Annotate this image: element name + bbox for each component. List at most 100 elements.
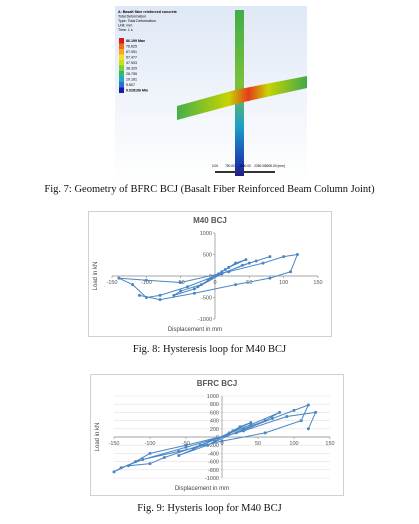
- data-point: [220, 439, 224, 443]
- legend-swatch: [119, 38, 124, 44]
- x-tick-label: 0: [213, 280, 216, 286]
- y-tick-label: -500: [201, 296, 212, 302]
- figure-7-image: A: Basalt fiber reinforced concreteTotal…: [115, 6, 307, 182]
- legend-label: 0.028196 Min: [126, 89, 148, 93]
- data-point: [263, 419, 267, 423]
- data-point: [112, 470, 116, 474]
- data-point: [278, 410, 282, 414]
- x-tick-label: 100: [289, 441, 298, 447]
- legend-swatch: [119, 82, 124, 88]
- legend-swatch: [119, 54, 124, 60]
- data-point: [306, 403, 310, 407]
- data-point: [134, 460, 138, 464]
- scale-bar: [215, 171, 275, 173]
- data-point: [213, 274, 217, 278]
- y-axis-label: Load in kN: [95, 423, 101, 452]
- data-point: [172, 293, 176, 297]
- data-point: [179, 280, 183, 284]
- data-point: [117, 276, 121, 280]
- data-point: [234, 283, 238, 287]
- data-point: [238, 425, 242, 429]
- data-point: [247, 261, 251, 265]
- x-tick-label: -150: [106, 280, 117, 286]
- data-point: [292, 408, 296, 412]
- caption: Fig. 8: Hysteresis loop for M40 BCJ: [132, 344, 287, 355]
- data-point: [186, 285, 190, 289]
- y-tick-label: 1000: [200, 231, 212, 237]
- x-tick-label: 150: [313, 280, 322, 286]
- y-tick-label: 600: [210, 410, 219, 416]
- y-tick-label: 800: [210, 402, 219, 408]
- legend-swatch: [119, 71, 124, 77]
- x-tick-label: 150: [325, 441, 334, 447]
- data-point: [144, 278, 148, 282]
- legend-swatch: [119, 60, 124, 66]
- data-point: [177, 449, 181, 453]
- data-point: [270, 417, 274, 421]
- legend-swatch: [119, 76, 124, 82]
- x-tick-label: -100: [144, 441, 155, 447]
- legend-swatch: [119, 49, 124, 55]
- data-point: [314, 410, 318, 414]
- data-point: [263, 431, 267, 435]
- x-tick-label: 100: [279, 280, 288, 286]
- x-tick-label: 50: [246, 280, 252, 286]
- data-point: [162, 456, 166, 459]
- data-point: [148, 451, 152, 455]
- y-tick-label: 0: [209, 274, 212, 280]
- x-tick-label: 0: [220, 441, 223, 447]
- data-point: [220, 270, 224, 274]
- data-point: [137, 293, 141, 297]
- legend-swatch: [119, 87, 124, 93]
- legend-label: 9.607: [126, 83, 135, 87]
- caption: Fig. 9: Hysteris loop for M40 BCJ: [137, 503, 282, 514]
- data-point: [206, 278, 210, 282]
- x-axis-label: Displacement in mm: [168, 327, 222, 333]
- data-point: [242, 429, 246, 433]
- legend-label: 76.625: [126, 45, 137, 49]
- legend-header: Time: 1 s: [118, 28, 133, 32]
- data-point: [295, 253, 299, 256]
- chart-title: M40 BCJ: [193, 216, 227, 225]
- legend-label: 47.903: [126, 61, 137, 65]
- legend-label: 67.051: [126, 50, 137, 54]
- data-point: [231, 429, 235, 433]
- legend-label: 38.329: [126, 67, 137, 71]
- legend-header: Unit: mm: [118, 24, 132, 28]
- data-point: [299, 419, 303, 423]
- data-point: [249, 423, 253, 427]
- data-point: [210, 276, 214, 280]
- legend-swatch: [119, 43, 124, 49]
- data-point: [234, 431, 238, 435]
- data-point: [244, 258, 248, 262]
- legend-header: Type: Total Deformation: [118, 19, 156, 23]
- y-tick-label: -1000: [205, 476, 219, 482]
- x-tick-label: -150: [108, 441, 119, 447]
- data-point: [131, 283, 135, 287]
- data-point: [223, 268, 227, 272]
- data-point: [306, 427, 310, 431]
- data-point: [184, 443, 188, 447]
- data-point: [240, 263, 244, 267]
- beam: [177, 76, 307, 120]
- y-tick-label: -400: [208, 451, 219, 457]
- series-line: [113, 404, 317, 473]
- y-tick-label: -800: [208, 468, 219, 474]
- legend-label: 86.199 Max: [126, 39, 145, 43]
- chart-title: BFRC BCJ: [197, 379, 237, 388]
- data-point: [227, 265, 231, 269]
- chart: M40 BCJ-1000-50005001000-150-100-5005010…: [88, 211, 332, 337]
- x-axis-label: Displacement in mm: [175, 486, 229, 492]
- data-point: [282, 255, 286, 259]
- data-point: [261, 261, 265, 265]
- y-tick-label: 400: [210, 419, 219, 425]
- legend-label: 19.181: [126, 78, 137, 82]
- data-point: [220, 272, 224, 276]
- data-point: [199, 283, 203, 287]
- legend-swatch: [119, 65, 124, 71]
- scale-label: 2250.00: [254, 164, 266, 168]
- x-tick-label: -100: [141, 280, 152, 286]
- data-point: [119, 466, 123, 470]
